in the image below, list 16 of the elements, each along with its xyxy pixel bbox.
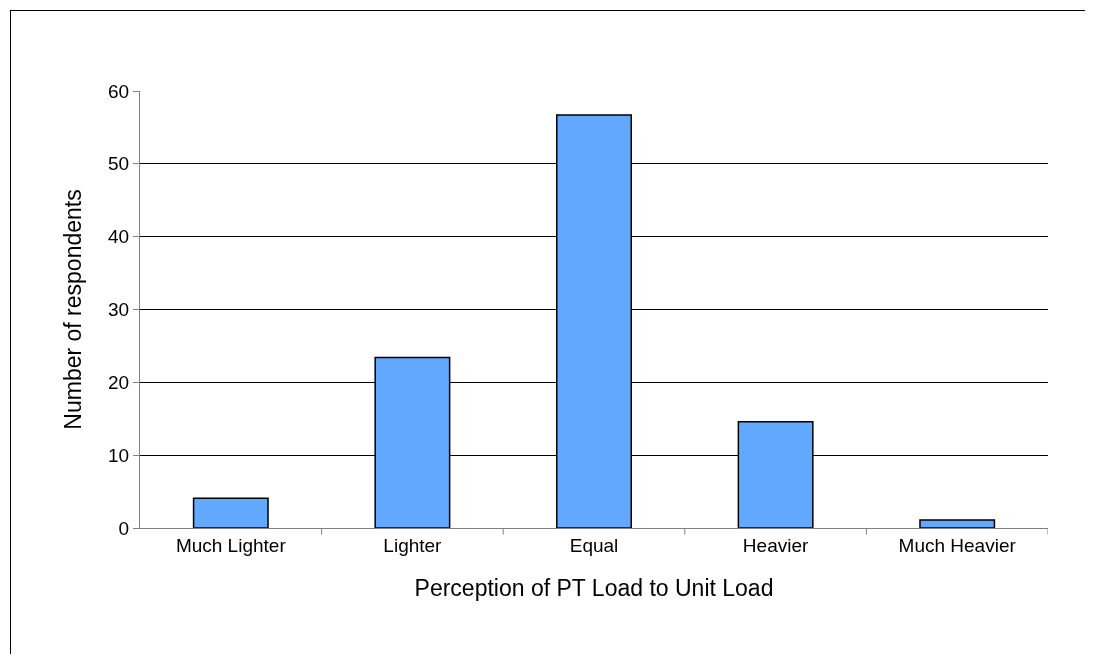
y-tick-label: 10 bbox=[108, 444, 130, 466]
x-tick-label: Much Heavier bbox=[898, 534, 1017, 556]
x-tick-label: Equal bbox=[569, 534, 619, 556]
y-tick-label: 0 bbox=[118, 517, 130, 539]
y-tick-label: 50 bbox=[108, 153, 130, 175]
x-tick-label: Lighter bbox=[383, 534, 443, 556]
x-tick-label: Heavier bbox=[742, 534, 809, 556]
y-tick-label: 20 bbox=[108, 371, 130, 393]
x-tick-label: Much Lighter bbox=[175, 534, 287, 556]
y-axis-title: Number of respondents bbox=[59, 189, 86, 430]
bar bbox=[919, 519, 996, 528]
y-tick-label: 60 bbox=[108, 80, 130, 102]
y-tick-label: 30 bbox=[108, 299, 130, 321]
y-tick-label: 40 bbox=[108, 226, 130, 248]
x-axis-title: Perception of PT Load to Unit Load bbox=[414, 575, 774, 602]
bar bbox=[192, 497, 269, 528]
